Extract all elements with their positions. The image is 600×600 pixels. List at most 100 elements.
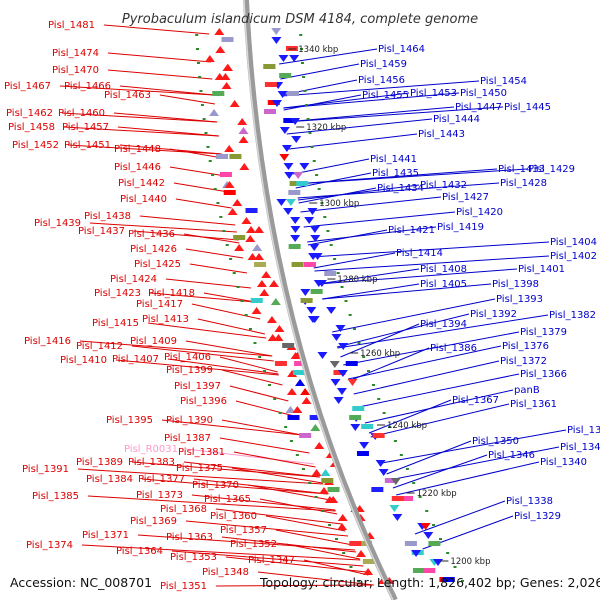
gene-feature-right: [390, 478, 401, 485]
left-connector-line: [183, 461, 320, 478]
gene-feature-right: [291, 136, 302, 143]
right-gene-label: Pisl_1450: [460, 88, 507, 99]
left-connector-line: [59, 85, 214, 96]
gene-feature-left: [232, 199, 243, 206]
right-gene-label: Pisl_1361: [510, 399, 557, 410]
gene-feature-left: [349, 541, 362, 546]
right-gene-label: Pisl_1379: [520, 327, 567, 338]
left-connector-line: [219, 356, 278, 373]
gene-feature-left: [209, 109, 220, 116]
right-connector-line: [392, 454, 488, 489]
guide-dot: [301, 468, 305, 470]
left-connector-line: [183, 233, 240, 244]
left-connector-line: [87, 495, 336, 512]
left-connector-line: [275, 529, 353, 546]
guide-dot: [399, 454, 403, 456]
gene-feature-right: [310, 235, 321, 242]
gene-feature-track: [195, 28, 464, 584]
left-gene-label: Pisl_1373: [136, 490, 183, 501]
left-gene-label: Pisl_1451: [64, 140, 111, 151]
left-gene-label: Pisl_1409: [130, 336, 177, 347]
gene-feature-left: [251, 307, 262, 314]
gene-feature-right: [423, 568, 436, 573]
left-gene-label: Pisl_1395: [106, 415, 153, 426]
gene-feature-right: [308, 253, 319, 260]
left-connector-line: [185, 520, 349, 537]
left-gene-label: Pisl_1406: [164, 352, 211, 363]
left-gene-label: Pisl_1383: [128, 457, 175, 468]
gene-feature-right: [303, 262, 316, 267]
guide-dot: [362, 356, 366, 358]
genome-backbone-arc: [243, 0, 398, 600]
left-connector-line: [61, 112, 218, 123]
right-connector-line: [300, 196, 442, 213]
guide-dot: [236, 286, 240, 288]
left-connector-line: [203, 292, 256, 303]
right-gene-label: Pisl_1427: [442, 192, 489, 203]
gene-feature-right: [293, 172, 304, 179]
right-connector-line: [283, 92, 460, 109]
gene-feature-left: [224, 145, 235, 152]
left-gene-label: Pisl_1467: [4, 81, 51, 92]
gene-feature-left: [292, 406, 303, 413]
gene-feature-left: [337, 514, 348, 521]
left-gene-label: Pisl_1458: [8, 122, 55, 133]
right-connector-line: [297, 182, 500, 199]
gene-feature-left: [294, 379, 305, 386]
left-gene-label: Pisl_1347: [248, 555, 295, 566]
left-gene-label: Pisl_1460: [58, 108, 105, 119]
guide-dot: [377, 398, 381, 400]
left-gene-label: Pisl_1437: [78, 226, 125, 237]
gene-feature-right: [284, 172, 295, 179]
gene-feature-left: [311, 469, 322, 476]
guide-dot: [333, 258, 337, 260]
gene-feature-left: [215, 46, 226, 53]
guide-dot: [299, 34, 303, 36]
left-gene-label: Pisl_1436: [128, 229, 175, 240]
left-gene-label: Pisl_1384: [86, 474, 133, 485]
guide-dot: [323, 216, 327, 218]
guide-dot: [412, 482, 416, 484]
left-connector-line: [103, 24, 210, 35]
left-connector-line: [215, 508, 343, 525]
right-connector-line: [368, 399, 452, 434]
gene-feature-left: [287, 415, 300, 420]
accession-text: Accession: NC_008701: [10, 575, 152, 590]
right-connector-line: [283, 92, 410, 109]
gene-feature-right: [263, 64, 276, 69]
right-connector-line: [310, 241, 550, 258]
left-connector-line: [229, 385, 289, 402]
right-connector-line: [332, 298, 496, 333]
gene-feature-right: [324, 271, 337, 276]
guide-dot: [326, 230, 330, 232]
right-connector-line: [314, 255, 550, 272]
guide-dot: [356, 580, 360, 582]
gene-feature-right: [290, 118, 301, 125]
right-connector-line: [282, 80, 480, 97]
gene-feature-right: [299, 163, 310, 170]
gene-feature-right: [350, 424, 361, 431]
gene-feature-right: [336, 388, 347, 395]
gene-feature-right: [391, 496, 404, 501]
left-gene-label: Pisl_1412: [76, 341, 123, 352]
right-gene-label: Pisl_1447: [455, 102, 502, 113]
right-connector-line: [317, 268, 420, 285]
guide-dot: [335, 538, 339, 540]
gene-feature-left: [256, 280, 267, 287]
left-gene-label: Pisl_1399: [166, 365, 213, 376]
right-connector-line: [386, 440, 472, 475]
right-gene-label: Pisl_1456: [358, 75, 405, 86]
gene-feature-right: [279, 73, 292, 78]
guide-dot: [382, 412, 386, 414]
left-gene-label: Pisl_1397: [174, 381, 221, 392]
left-connector-line: [219, 437, 310, 454]
right-connector-line: [396, 461, 540, 496]
gene-feature-right: [338, 343, 349, 350]
gene-feature-left: [254, 262, 267, 267]
left-connector-line: [149, 292, 256, 303]
gene-feature-left: [274, 361, 287, 366]
right-gene-label: Pisl_1386: [430, 343, 477, 354]
tick-label: 1220 kbp: [417, 489, 457, 499]
left-connector-line: [89, 222, 237, 233]
